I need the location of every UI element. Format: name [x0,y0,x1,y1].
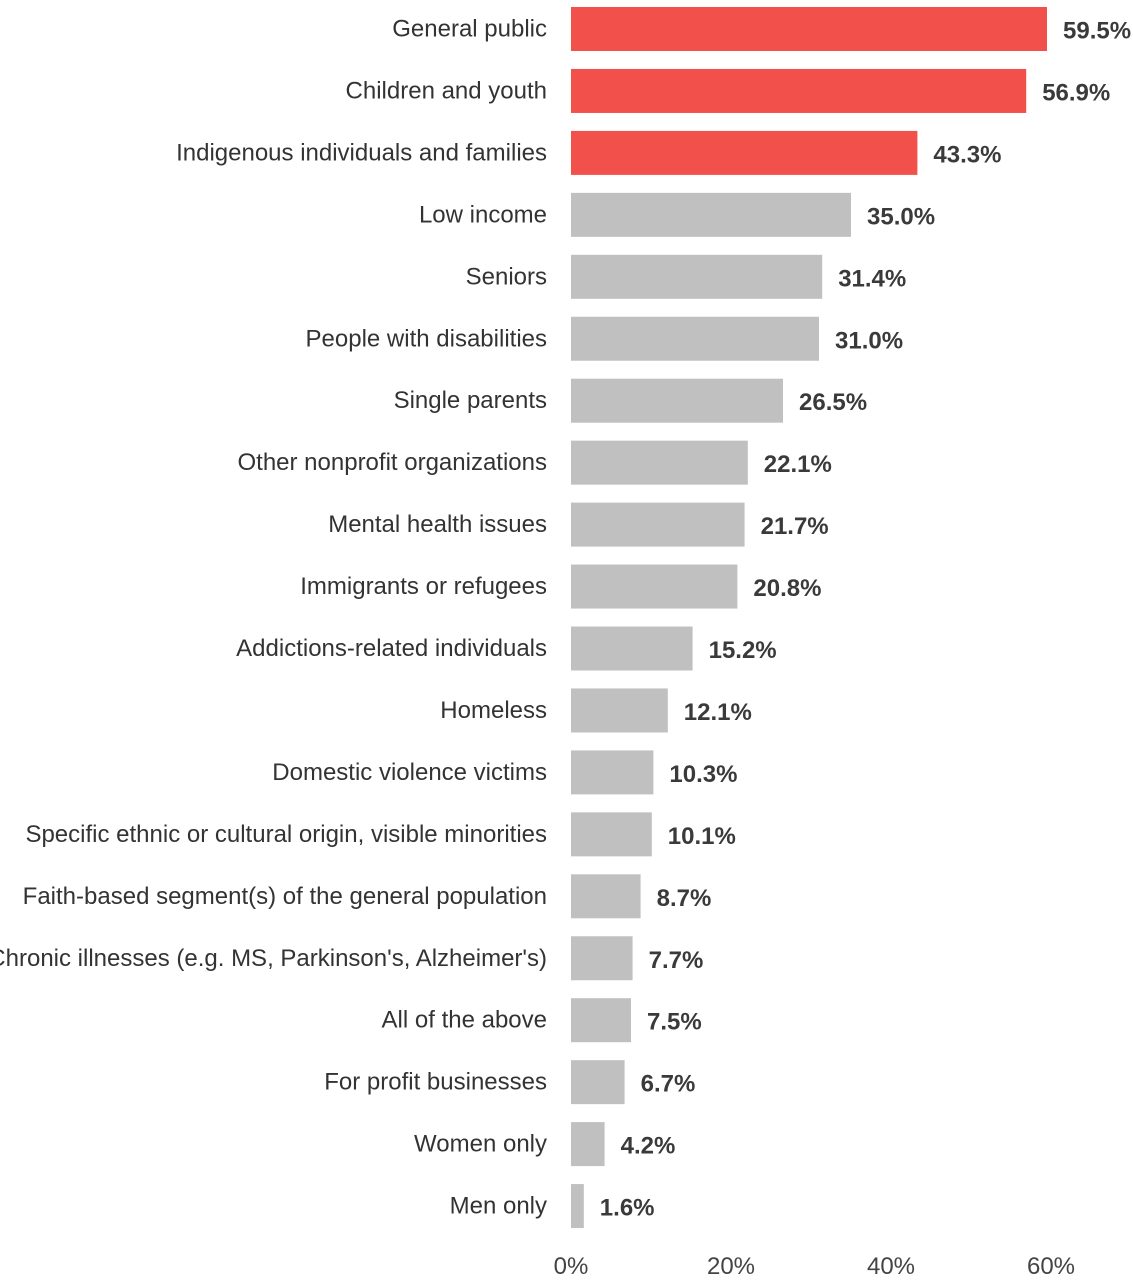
category-label: Mental health issues [328,511,547,538]
category-label: Low income [419,201,547,228]
category-label: Indigenous individuals and families [176,139,547,166]
value-label: 7.7% [649,947,704,974]
value-label: 10.3% [669,761,737,788]
category-label: Specific ethnic or cultural origin, visi… [25,821,547,848]
x-axis-ticks-group: 0% 20% 40% 60% [554,1253,1075,1280]
bar [571,378,783,423]
value-label: 1.6% [600,1195,655,1222]
bar [571,316,819,361]
bar [571,254,823,299]
category-label: Children and youth [346,77,547,104]
bar [571,440,748,485]
value-label: 4.2% [621,1133,676,1160]
bar [571,502,745,547]
bar [571,874,641,919]
x-tick-label: 0% [554,1253,589,1280]
bar [571,626,693,671]
bar [571,68,1027,113]
bar [571,1122,605,1167]
category-label: Faith-based segment(s) of the general po… [23,883,547,910]
value-label: 43.3% [933,141,1001,168]
bar [571,564,738,609]
bar [571,130,918,175]
category-label: Homeless [440,697,547,724]
category-label: Other nonprofit organizations [237,449,547,476]
value-label: 56.9% [1042,79,1110,106]
value-label: 31.4% [838,265,906,292]
value-label: 59.5% [1063,18,1131,45]
category-label: All of the above [382,1007,547,1034]
category-label: Immigrants or refugees [300,573,547,600]
bars-group [571,7,1047,1229]
bar [571,1060,625,1105]
value-label: 7.5% [647,1009,702,1036]
bar [571,998,631,1043]
bar [571,688,668,733]
bar [571,812,652,857]
value-label: 10.1% [668,823,736,850]
x-tick-label: 60% [1027,1253,1075,1280]
value-label: 6.7% [641,1071,696,1098]
category-label: Seniors [466,263,547,290]
value-label: 8.7% [657,885,712,912]
category-label: General public [392,16,547,43]
category-label: Women only [414,1131,547,1158]
value-label: 12.1% [684,699,752,726]
value-label: 20.8% [753,575,821,602]
value-label: 15.2% [709,637,777,664]
bar [571,936,633,981]
category-label: Men only [450,1193,547,1220]
bar [571,192,851,237]
value-label: 21.7% [761,513,829,540]
value-labels-group: 59.5% 56.9% 43.3% 35.0% 31.4% 31.0% 26.5% 22.1%… [600,18,1131,1222]
bar [571,7,1047,51]
x-tick-label: 40% [867,1253,915,1280]
category-label: Single parents [394,387,547,414]
value-label: 35.0% [867,203,935,230]
category-label: Chronic illnesses (e.g. MS, Parkinson's,… [0,945,547,972]
x-tick-label: 20% [707,1253,755,1280]
bar [571,750,654,795]
category-label: For profit businesses [324,1069,547,1096]
value-label: 26.5% [799,389,867,416]
category-labels-group: General public Children and youth Indigeno… [0,16,547,1220]
category-label: People with disabilities [306,325,547,352]
value-label: 31.0% [835,327,903,354]
bar [571,1184,584,1229]
value-label: 22.1% [764,451,832,478]
category-label: Addictions-related individuals [236,635,547,662]
category-label: Domestic violence victims [272,759,547,786]
